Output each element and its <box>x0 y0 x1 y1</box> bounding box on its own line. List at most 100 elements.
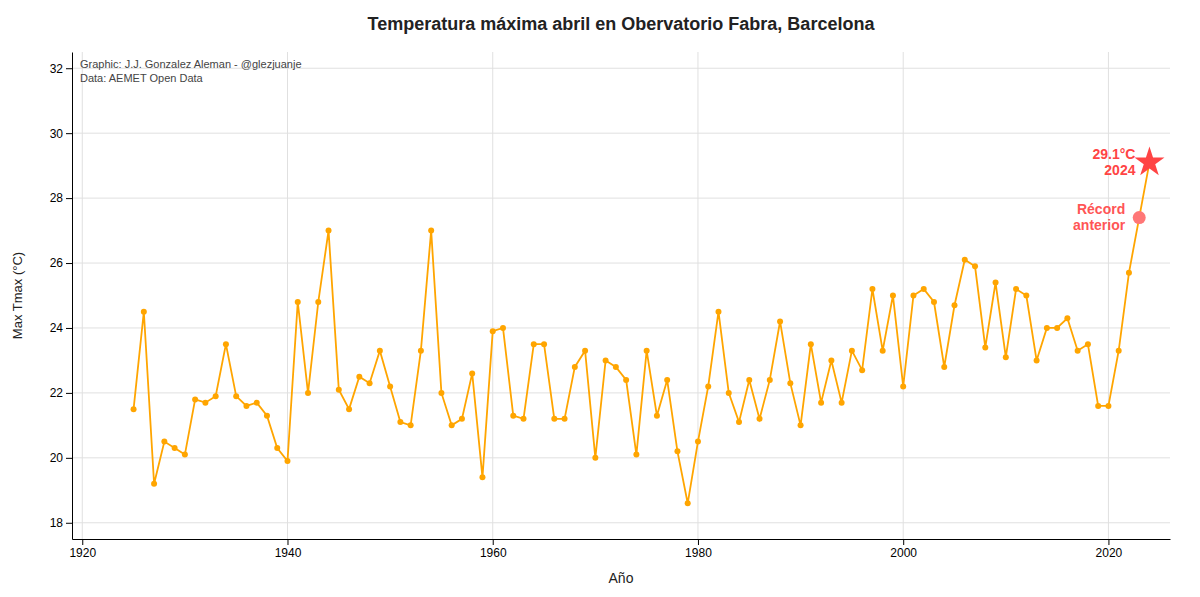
grid-line-x <box>287 52 288 539</box>
grid-line-x <box>492 52 493 539</box>
y-axis-tick-label: 22 <box>50 386 64 400</box>
point <box>531 341 537 347</box>
y-axis-tick-label: 18 <box>50 516 64 530</box>
grid-line-x <box>1108 52 1109 539</box>
annotation: Data: AEMET Open Data <box>80 72 204 84</box>
y-axis-title: Max Tmax (°C) <box>10 252 25 339</box>
point <box>787 380 793 386</box>
point <box>818 400 824 406</box>
y-axis-tick: 32 <box>50 62 72 76</box>
y-axis-tick-mark <box>66 263 72 264</box>
point <box>510 413 516 419</box>
x-axis-tick-label: 1920 <box>69 546 96 560</box>
grid <box>72 52 1170 539</box>
point <box>767 377 773 383</box>
point <box>654 413 660 419</box>
point <box>1013 286 1019 292</box>
point <box>438 390 444 396</box>
x-axis-tick-mark <box>287 539 288 545</box>
y-axis-tick-mark <box>66 393 72 394</box>
x-axis: 192019401960198020002020 <box>69 539 1170 560</box>
x-axis-tick-label: 1980 <box>685 546 712 560</box>
point <box>1044 325 1050 331</box>
annotation: Graphic: J.J. Gonzalez Aleman - @glezjua… <box>80 58 302 70</box>
y-axis-tick: 30 <box>50 127 72 141</box>
point <box>603 357 609 363</box>
point <box>284 458 290 464</box>
point <box>479 474 485 480</box>
y-axis-tick-mark <box>66 523 72 524</box>
point <box>592 455 598 461</box>
grid-line-y <box>72 133 1170 134</box>
y-axis-tick: 28 <box>50 191 72 205</box>
point <box>213 393 219 399</box>
point <box>798 422 804 428</box>
point <box>233 393 239 399</box>
point <box>305 390 311 396</box>
point <box>910 293 916 299</box>
x-axis-title: Año <box>609 570 634 586</box>
point <box>1105 403 1111 409</box>
point <box>582 348 588 354</box>
grid-line-x <box>903 52 904 539</box>
x-axis-tick: 1940 <box>275 539 302 560</box>
point <box>500 325 506 331</box>
x-axis-tick-mark <box>82 539 83 545</box>
point <box>1064 315 1070 321</box>
point <box>736 419 742 425</box>
highlight-point <box>1133 211 1146 224</box>
point <box>387 383 393 389</box>
point <box>1023 293 1029 299</box>
x-axis-tick-label: 1940 <box>275 546 302 560</box>
grid-line-x <box>697 52 698 539</box>
x-axis-tick: 1980 <box>685 539 712 560</box>
x-axis-tick-mark <box>698 539 699 545</box>
y-axis-tick: 24 <box>50 321 72 335</box>
point <box>131 406 137 412</box>
x-axis-tick: 2000 <box>890 539 917 560</box>
plot-area <box>131 147 1165 507</box>
point <box>715 309 721 315</box>
point <box>356 374 362 380</box>
point <box>264 413 270 419</box>
point <box>695 439 701 445</box>
series <box>131 159 1153 506</box>
grid-line-y <box>72 198 1170 199</box>
x-axis-tick-mark <box>493 539 494 545</box>
point <box>931 299 937 305</box>
point <box>1126 270 1132 276</box>
point <box>674 448 680 454</box>
point <box>859 367 865 373</box>
point <box>469 370 475 376</box>
y-axis-tick: 18 <box>50 516 72 530</box>
y-axis-tick-label: 28 <box>50 191 64 205</box>
point <box>418 348 424 354</box>
y-axis-tick-mark <box>66 458 72 459</box>
y-axis-tick: 22 <box>50 386 72 400</box>
point <box>1085 341 1091 347</box>
point <box>223 341 229 347</box>
point <box>664 377 670 383</box>
grid-line-y <box>72 263 1170 264</box>
point <box>921 286 927 292</box>
x-axis-tick-label: 2000 <box>890 546 917 560</box>
point <box>993 280 999 286</box>
point <box>449 422 455 428</box>
point <box>900 383 906 389</box>
x-axis-tick: 1920 <box>69 539 96 560</box>
x-axis-tick-mark <box>903 539 904 545</box>
point <box>192 396 198 402</box>
point <box>839 400 845 406</box>
annotation: 29.1°C <box>1093 146 1136 162</box>
point <box>397 419 403 425</box>
point <box>633 452 639 458</box>
point <box>151 481 157 487</box>
y-axis-tick-label: 20 <box>50 451 64 465</box>
point <box>1003 354 1009 360</box>
x-axis-tick-label: 2020 <box>1096 546 1123 560</box>
point <box>161 439 167 445</box>
y-axis-tick-mark <box>66 328 72 329</box>
point <box>613 364 619 370</box>
line <box>134 162 1150 503</box>
point <box>1116 348 1122 354</box>
